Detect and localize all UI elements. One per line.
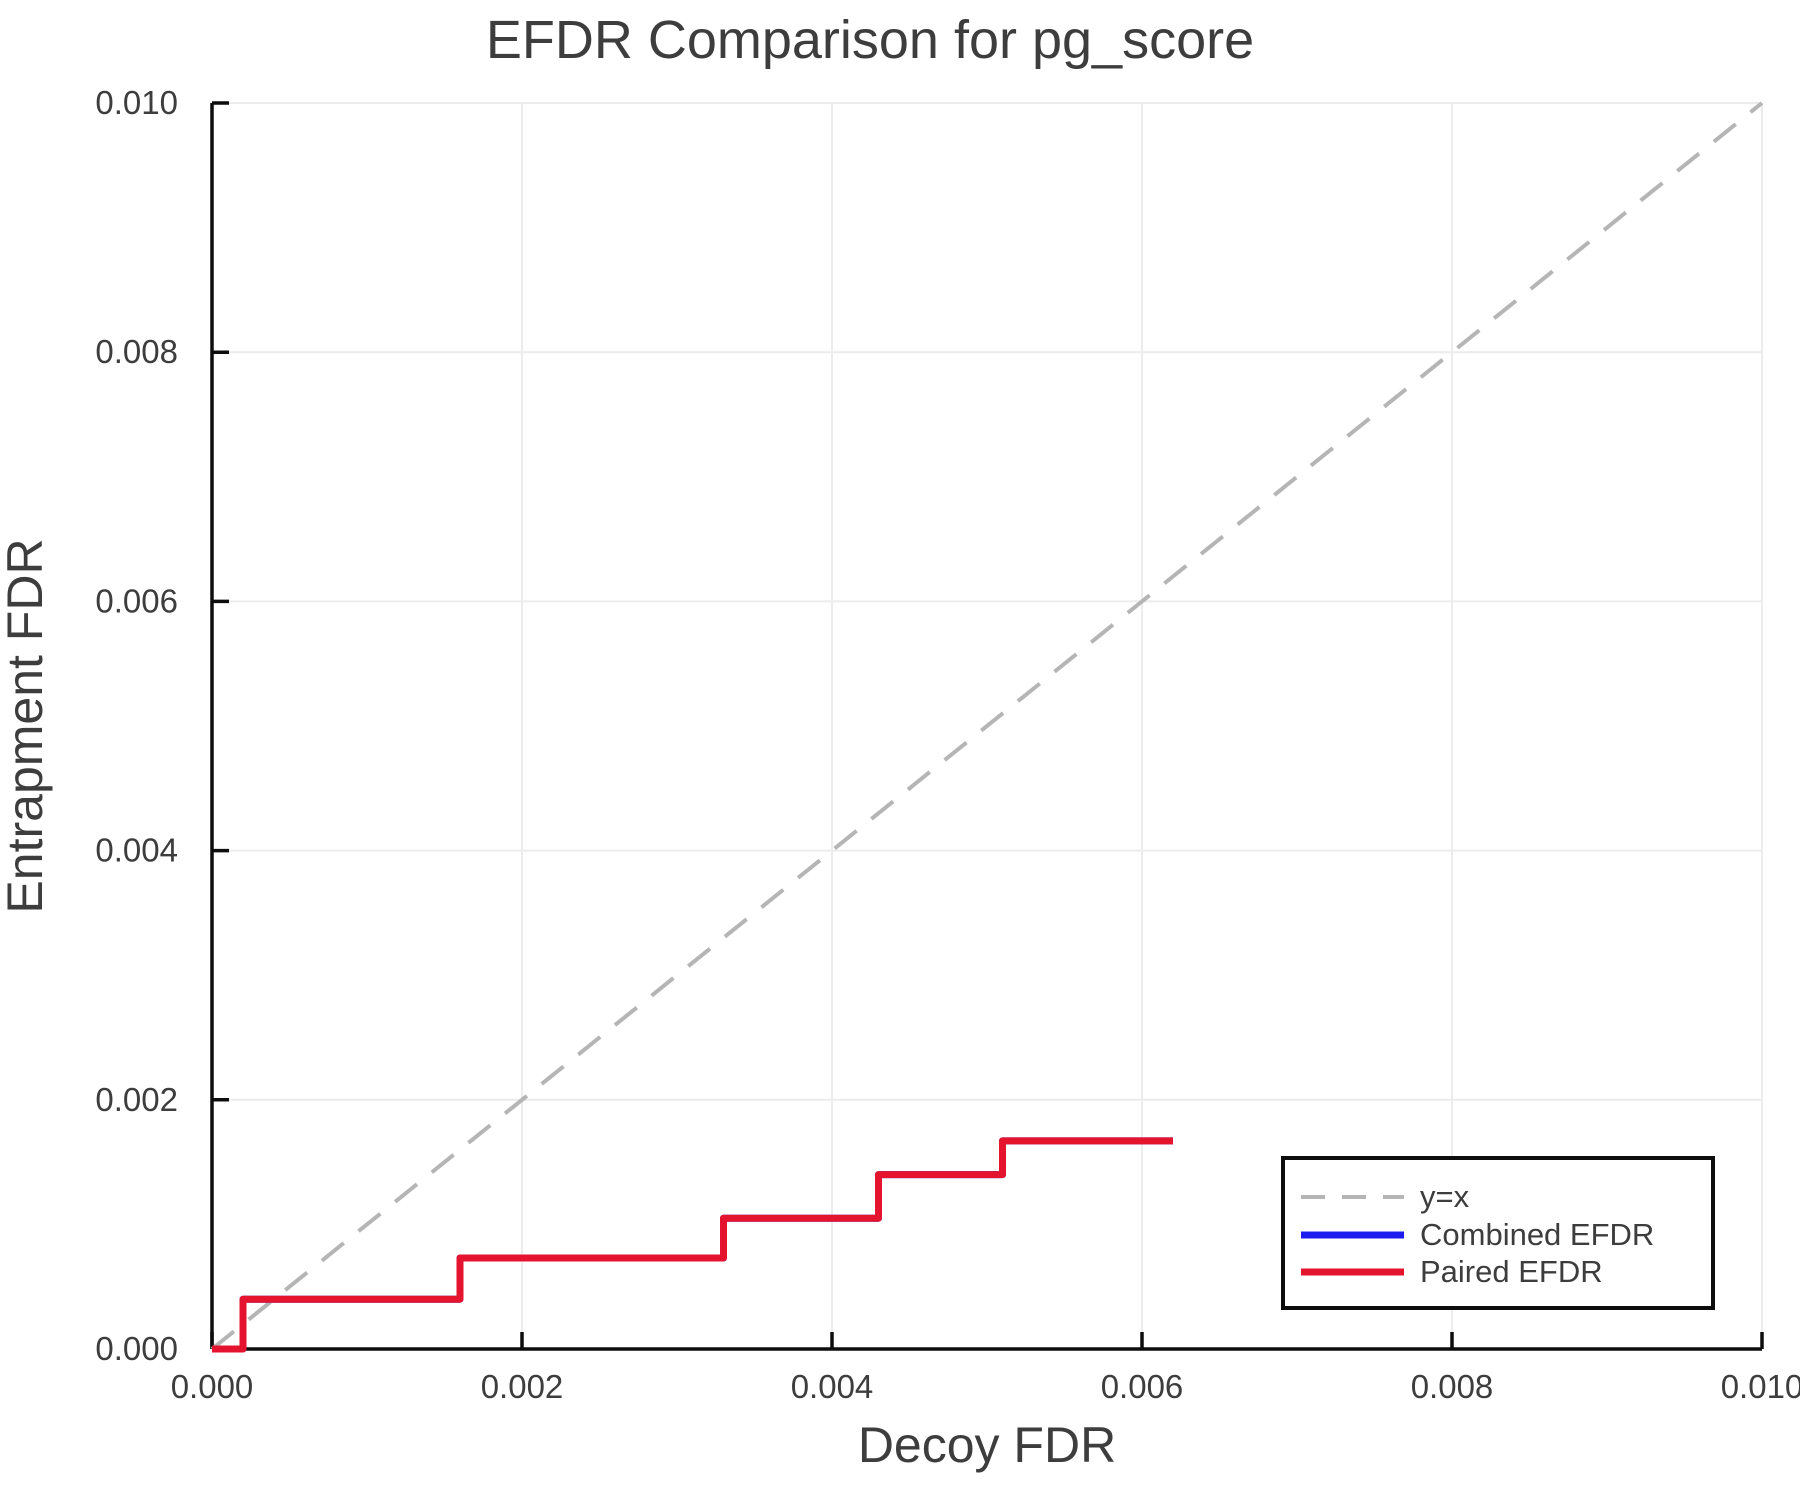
x-tick-label: 0.000 [171,1368,254,1405]
legend-label-yx: y=x [1420,1179,1470,1214]
axis-spines [210,103,1762,1351]
legend: y=x Combined EFDR Paired EFDR [1281,1156,1715,1310]
y-tick-label: 0.006 [95,582,178,619]
x-tick-label: 0.004 [791,1368,874,1405]
legend-label-paired-efdr: Paired EFDR [1420,1254,1603,1289]
x-tick-label: 0.010 [1721,1368,1800,1405]
y-tick-label: 0.010 [95,84,178,121]
gridlines [212,102,1763,1349]
y-tick-label: 0.000 [95,1330,178,1367]
y-tick-label: 0.004 [95,832,178,869]
x-tick-labels: 0.000 0.002 0.004 0.006 0.008 0.010 [171,1368,1800,1405]
series-line-combined-efdr [212,1137,1173,1353]
y-tick-label: 0.008 [95,333,178,370]
chart-title: EFDR Comparison for pg_score [486,10,1254,70]
x-tick-label: 0.002 [481,1368,564,1405]
x-axis-label: Decoy FDR [858,1417,1116,1473]
x-tick-label: 0.006 [1101,1368,1184,1405]
y-tick-labels: 0.000 0.002 0.004 0.006 0.008 0.010 [95,84,178,1367]
legend-label-combined-efdr: Combined EFDR [1420,1217,1654,1252]
x-tick-label: 0.008 [1411,1368,1494,1405]
series-lines [210,101,1764,1353]
series-line-y-x [210,101,1764,1351]
series-line-paired-efdr [212,1137,1173,1353]
y-tick-label: 0.002 [95,1081,178,1118]
y-axis-label: Entrapment FDR [0,538,53,913]
